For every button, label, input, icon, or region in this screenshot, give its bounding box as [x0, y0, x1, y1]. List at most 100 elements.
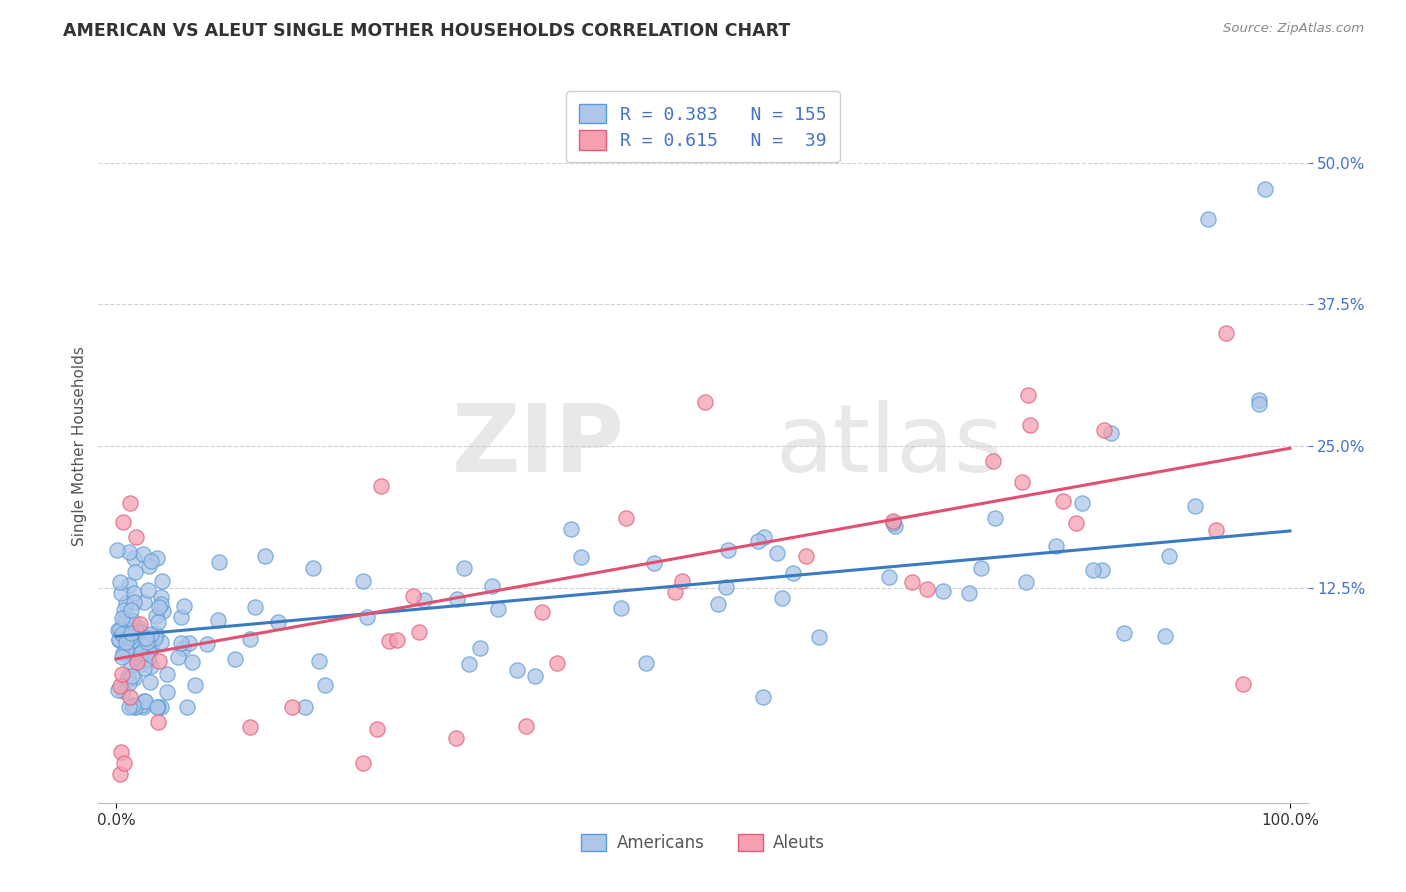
Point [609, 601, 631, 615]
Point [150, 597, 173, 611]
Point [112, 603, 135, 617]
Point [794, 549, 817, 563]
Point [110, 586, 132, 600]
Point [883, 519, 905, 533]
Point [120, 657, 142, 672]
Point [118, 690, 141, 704]
Point [1159, 549, 1181, 563]
Point [1215, 326, 1237, 340]
Point [150, 574, 173, 589]
Point [1011, 475, 1033, 489]
Point [145, 627, 167, 641]
Point [179, 636, 201, 650]
Point [506, 663, 529, 677]
Point [707, 597, 730, 611]
Point [136, 582, 159, 597]
Point [118, 699, 141, 714]
Point [108, 574, 131, 589]
Point [145, 608, 167, 623]
Point [531, 605, 554, 619]
Point [115, 597, 138, 611]
Point [124, 565, 146, 579]
Point [458, 657, 481, 671]
Point [882, 516, 904, 530]
Point [121, 669, 143, 683]
Point [752, 690, 775, 704]
Point [108, 632, 131, 646]
Point [571, 549, 593, 564]
Point [1099, 425, 1122, 440]
Point [546, 657, 568, 671]
Point [1154, 629, 1177, 643]
Point [1249, 397, 1271, 411]
Point [308, 654, 330, 668]
Point [446, 591, 468, 606]
Point [112, 646, 135, 660]
Point [118, 545, 141, 559]
Point [131, 698, 153, 712]
Point [121, 699, 143, 714]
Point [901, 574, 924, 589]
Point [470, 640, 492, 655]
Point [122, 586, 145, 600]
Point [207, 613, 229, 627]
Point [1197, 212, 1219, 227]
Point [134, 694, 156, 708]
Point [453, 561, 475, 575]
Point [125, 655, 148, 669]
Point [385, 633, 408, 648]
Point [117, 669, 139, 683]
Point [125, 646, 148, 660]
Point [125, 624, 148, 639]
Point [132, 547, 155, 561]
Point [195, 637, 218, 651]
Point [114, 611, 136, 625]
Point [239, 632, 262, 646]
Point [208, 555, 231, 569]
Point [122, 698, 145, 712]
Point [150, 590, 173, 604]
Point [636, 656, 658, 670]
Point [983, 511, 1005, 525]
Point [120, 626, 142, 640]
Point [120, 602, 142, 616]
Point [170, 610, 193, 624]
Point [124, 699, 146, 714]
Point [108, 632, 131, 647]
Point [138, 559, 160, 574]
Point [643, 557, 665, 571]
Point [882, 514, 904, 528]
Point [143, 631, 166, 645]
Point [1232, 677, 1254, 691]
Point [148, 599, 170, 614]
Point [118, 675, 141, 690]
Point [156, 685, 179, 699]
Point [139, 658, 162, 673]
Point [352, 756, 374, 771]
Point [166, 649, 188, 664]
Point [481, 579, 503, 593]
Point [370, 479, 392, 493]
Point [125, 629, 148, 643]
Point [1015, 575, 1038, 590]
Point [122, 551, 145, 566]
Point [254, 549, 277, 564]
Point [981, 453, 1004, 467]
Point [112, 516, 135, 530]
Point [150, 634, 173, 648]
Point [1091, 562, 1114, 576]
Point [114, 635, 136, 649]
Point [444, 731, 467, 745]
Point [1052, 494, 1074, 508]
Point [118, 630, 141, 644]
Point [181, 655, 204, 669]
Point [970, 561, 993, 575]
Point [524, 669, 547, 683]
Point [156, 667, 179, 681]
Point [108, 767, 131, 781]
Point [766, 546, 789, 560]
Point [1112, 625, 1135, 640]
Point [129, 657, 152, 672]
Point [139, 554, 162, 568]
Point [714, 581, 737, 595]
